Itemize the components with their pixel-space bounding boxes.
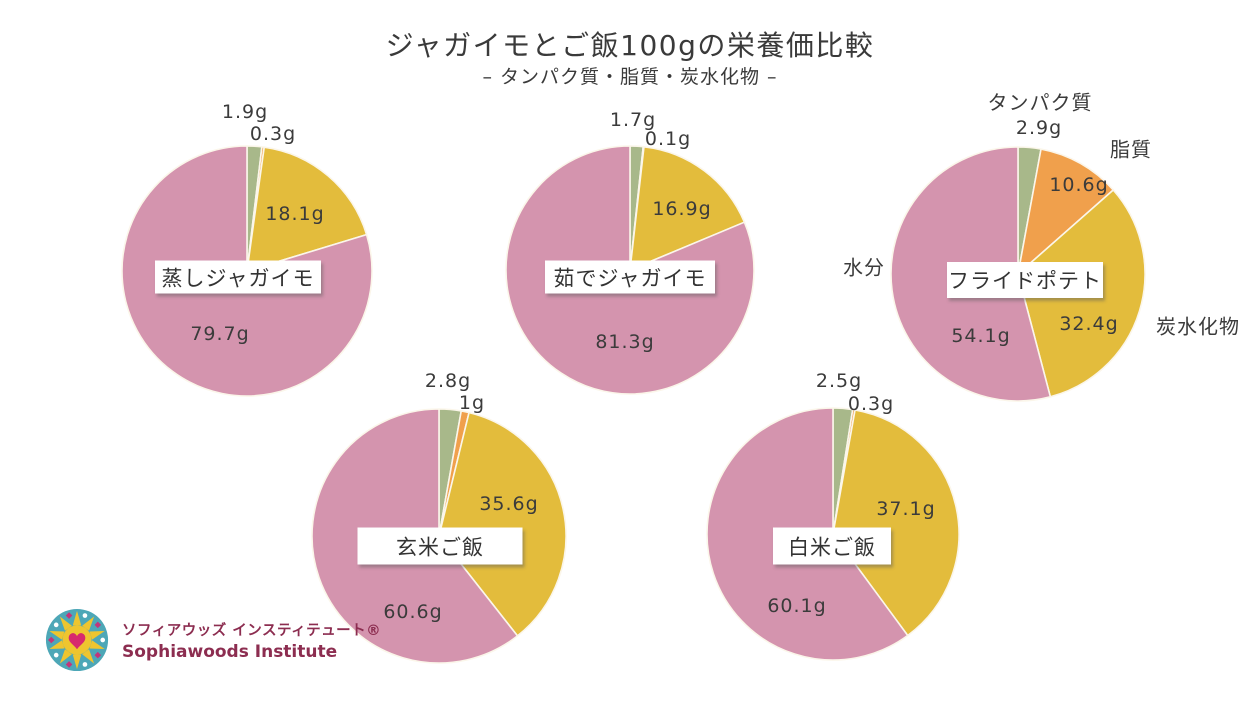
pie-title-white-rice: 白米ご飯 — [773, 527, 891, 565]
pie-slice-water — [121, 145, 373, 397]
value-label-water: 60.1g — [767, 595, 827, 617]
rim-dot — [65, 612, 73, 619]
sun-ray — [82, 616, 95, 631]
sun-ray — [89, 631, 105, 640]
sun-ray — [89, 640, 105, 649]
pie-slice-carbohydrate — [832, 409, 960, 637]
rim-dot — [100, 637, 106, 643]
sophiawoods-logo: ソフィアウッズ インスティテュート® Sophiawoods Institute — [44, 607, 381, 673]
value-label-protein: 1.7g — [609, 109, 657, 131]
value-label-carbohydrate: 16.9g — [652, 198, 712, 220]
rim-dot — [53, 652, 59, 658]
value-label-carbohydrate: 32.4g — [1059, 313, 1119, 335]
value-label-carbohydrate: 35.6g — [479, 493, 539, 515]
chart-subtitle: – タンパク質・脂質・炭水化物 – — [482, 66, 778, 88]
value-label-protein: 2.5g — [815, 370, 863, 392]
chart-title: ジャガイモとご飯100gの栄養価比較 — [385, 29, 875, 62]
sophiawoods-logo-icon — [45, 608, 109, 672]
logo-name-japanese: ソフィアウッズ インスティテュート® — [122, 622, 382, 639]
pie-slice-carbohydrate — [629, 145, 746, 271]
value-label-protein: 1.9g — [221, 101, 269, 123]
value-label-water: 81.3g — [595, 331, 655, 353]
value-label-carbohydrate: 37.1g — [876, 498, 936, 520]
rim-dot — [82, 613, 88, 618]
value-label-water: 54.1g — [951, 325, 1011, 347]
pie-title-boiled-potato: 茹でジャガイモ — [545, 260, 715, 294]
value-label-fat: 0.1g — [644, 128, 692, 150]
rim-dot — [82, 662, 88, 667]
value-label-fat: 0.3g — [847, 393, 895, 415]
legend-carbohydrate: 炭水化物 — [1156, 314, 1240, 339]
pie-slice-fat — [1017, 148, 1115, 275]
value-label-protein: 2.8g — [424, 370, 472, 392]
sun-ray — [49, 640, 65, 649]
value-label-water: 79.7g — [190, 323, 250, 345]
sun-ray — [59, 649, 72, 664]
pie-title-steamed-potato: 蒸しジャガイモ — [155, 260, 321, 294]
legend-protein: タンパク質 — [987, 90, 1093, 115]
pie-slice-carbohydrate — [246, 146, 368, 272]
value-label-fat: 0.3g — [249, 123, 297, 145]
value-label-fat: 1g — [458, 392, 486, 414]
pie-title-brown-rice: 玄米ご飯 — [357, 527, 523, 565]
value-label-carbohydrate: 18.1g — [265, 203, 325, 225]
sun-ray — [72, 654, 82, 670]
rim-dot — [53, 622, 59, 628]
legend-fat: 脂質 — [1110, 137, 1152, 162]
value-label-water: 60.6g — [383, 601, 443, 623]
sun-ray — [59, 616, 72, 631]
pie-steamed-potato — [121, 145, 373, 397]
legend-water: 水分 — [843, 255, 885, 280]
rim-dot — [65, 661, 73, 668]
value-label-fat: 10.6g — [1049, 174, 1109, 196]
heart-icon — [68, 633, 86, 650]
logo-name-english: Sophiawoods Institute — [122, 641, 338, 662]
value-label-protein: 2.9g — [1015, 117, 1063, 139]
pie-title-french-fries: フライドポテト — [947, 262, 1103, 298]
pie-slice-carbohydrate — [438, 411, 567, 637]
sun-ray — [49, 631, 65, 640]
sun-ray — [82, 649, 95, 664]
sun-ray — [72, 610, 82, 626]
